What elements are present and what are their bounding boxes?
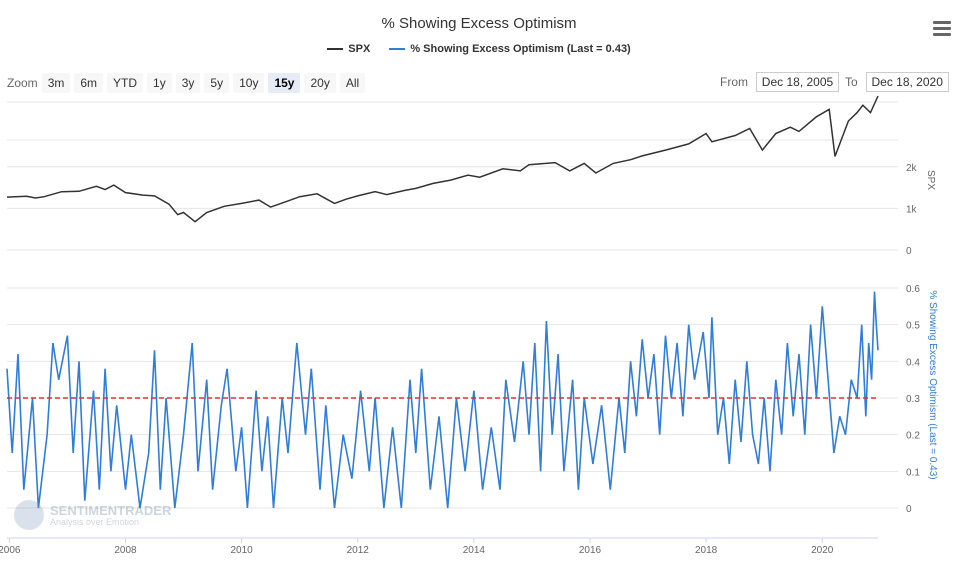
sentimentrader-watermark: SENTIMENTRADER Analysis over Emotion <box>14 500 171 530</box>
zoom-buttons: 3m 6m YTD 1y 3y 5y 10y 15y 20y All <box>41 73 370 93</box>
x-tick-label: 2014 <box>463 545 486 556</box>
zoom-button-10y[interactable]: 10y <box>233 73 265 93</box>
zoom-button-1y[interactable]: 1y <box>147 73 172 93</box>
spx-tick-label: 2k <box>906 163 918 174</box>
legend-swatch-optimism <box>389 48 406 50</box>
spx-tick-label: 0 <box>906 246 912 257</box>
optimism-axis-label: % Showing Excess Optimism (Last = 0.43) <box>927 290 938 479</box>
zoom-button-3y[interactable]: 3y <box>175 73 201 93</box>
date-range-selector: From Dec 18, 2005 To Dec 18, 2020 <box>720 72 955 92</box>
spx-axis-label: SPX <box>925 170 936 190</box>
watermark-name: SENTIMENTRADER <box>50 502 172 518</box>
from-date-input[interactable]: Dec 18, 2005 <box>756 72 839 92</box>
optimism-tick-label: 0 <box>906 504 912 515</box>
optimism-series-line <box>6 291 879 509</box>
hamburger-menu-icon[interactable] <box>933 21 951 37</box>
optimism-tick-label: 0.4 <box>906 357 920 368</box>
spx-tick-label: 1k <box>906 204 918 215</box>
legend: SPX % Showing Excess Optimism (Last = 0.… <box>0 41 958 55</box>
from-label: From <box>720 75 748 89</box>
x-tick-label: 2006 <box>0 545 21 556</box>
zoom-button-6m[interactable]: 6m <box>74 73 104 93</box>
optimism-tick-label: 0.3 <box>906 394 920 405</box>
zoom-bar: Zoom 3m 6m YTD 1y 3y 5y 10y 15y 20y All <box>7 73 369 93</box>
chart-title: % Showing Excess Optimism <box>381 15 577 32</box>
zoom-button-ytd[interactable]: YTD <box>107 73 144 93</box>
watermark-logo-icon <box>14 500 44 530</box>
zoom-label: Zoom <box>7 76 38 90</box>
x-tick-label: 2012 <box>347 545 370 556</box>
legend-item-optimism[interactable]: % Showing Excess Optimism (Last = 0.43) <box>389 43 631 55</box>
to-date-input[interactable]: Dec 18, 2020 <box>865 72 949 92</box>
legend-label-optimism: % Showing Excess Optimism (Last = 0.43) <box>410 43 631 55</box>
legend-item-spx[interactable]: SPX <box>327 43 370 55</box>
spx-series-line <box>6 95 879 223</box>
optimism-tick-label: 0.1 <box>906 467 920 478</box>
x-tick-label: 2010 <box>230 545 253 556</box>
x-tick-label: 2008 <box>114 545 137 556</box>
zoom-button-5y[interactable]: 5y <box>204 73 230 93</box>
x-tick-label: 2016 <box>579 545 602 556</box>
optimism-tick-label: 0.5 <box>906 321 920 332</box>
x-tick-label: 2020 <box>811 545 834 556</box>
watermark-tagline: Analysis over Emotion <box>50 516 140 527</box>
optimism-tick-label: 0.6 <box>906 284 920 295</box>
x-tick-label: 2018 <box>695 545 718 556</box>
zoom-button-20y[interactable]: 20y <box>304 73 336 93</box>
zoom-button-all[interactable]: All <box>339 73 366 93</box>
zoom-button-3m[interactable]: 3m <box>41 73 71 93</box>
to-label: To <box>845 75 858 89</box>
legend-swatch-spx <box>327 48 344 50</box>
legend-label-spx: SPX <box>348 43 371 55</box>
optimism-tick-label: 0.2 <box>906 431 920 442</box>
zoom-button-15y[interactable]: 15y <box>268 73 301 93</box>
